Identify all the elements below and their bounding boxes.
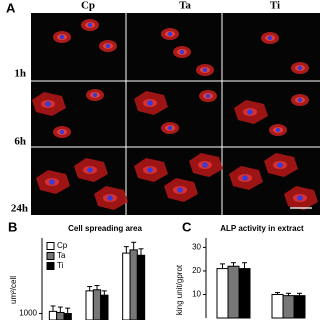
micrographs: A Cp Ta Ti 1h 6h 24h (6, 0, 320, 215)
row-header: 1h (14, 68, 26, 80)
y-tick-label: 10 (192, 290, 201, 299)
legend-label: Cp (57, 241, 68, 250)
panel-label: C (182, 219, 192, 234)
bar (92, 289, 102, 320)
legend-swatch (46, 242, 55, 250)
column-header: Ti (270, 0, 280, 12)
chart-title: Cell spreading area (68, 224, 142, 233)
legend-swatch (46, 262, 55, 270)
bar (129, 249, 138, 320)
bar (48, 310, 58, 320)
y-tick-label: 30 (192, 243, 201, 252)
y-axis-label: um²/cell (9, 276, 18, 304)
bar (100, 294, 109, 320)
bar (63, 313, 72, 320)
bar (282, 295, 295, 319)
legend-swatch (46, 252, 55, 260)
bar (293, 295, 306, 319)
row-header: 6h (14, 136, 26, 148)
bar (85, 290, 94, 320)
bar (122, 252, 131, 320)
panel-label: B (8, 219, 17, 234)
bar (227, 265, 240, 319)
panel-label: A (6, 0, 16, 15)
row-header: 24h (11, 203, 28, 215)
bar (216, 268, 229, 319)
legend-label: Ti (57, 261, 64, 270)
image-dividers (31, 13, 320, 215)
legend-label: Ta (57, 251, 66, 260)
bar (56, 311, 65, 320)
y-tick-label: 20 (192, 266, 201, 275)
y-tick-label: 1000 (19, 309, 37, 318)
chart-title: ALP activity in extract (220, 224, 304, 233)
column-header: Ta (179, 0, 191, 12)
bar (271, 293, 284, 319)
bar (238, 268, 251, 319)
column-header: Cp (81, 0, 95, 12)
bar (136, 254, 146, 320)
y-axis-label: king unit/gprot (175, 264, 184, 315)
